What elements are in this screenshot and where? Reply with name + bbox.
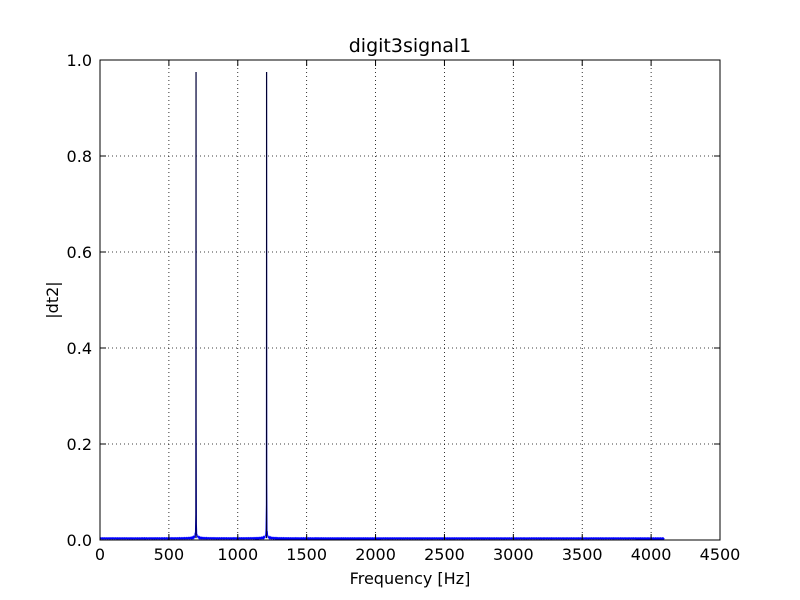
chart-title: digit3signal1 bbox=[349, 35, 472, 57]
x-tick-label: 0 bbox=[95, 545, 105, 564]
y-tick-label: 0.6 bbox=[67, 243, 92, 262]
grid-lines bbox=[100, 60, 720, 540]
series-layer bbox=[100, 71, 665, 540]
y-tick-label: 0.2 bbox=[67, 435, 92, 454]
x-tick-label: 1500 bbox=[286, 545, 327, 564]
y-tick-labels: 0.0 0.2 0.4 0.6 0.8 1.0 bbox=[67, 51, 92, 550]
x-tick-label: 4000 bbox=[631, 545, 672, 564]
x-tick-label: 1000 bbox=[217, 545, 258, 564]
x-tick-label: 500 bbox=[154, 545, 185, 564]
y-tick-label: 0.8 bbox=[67, 147, 92, 166]
x-tick-label: 2500 bbox=[424, 545, 465, 564]
x-axis-label: Frequency [Hz] bbox=[350, 569, 471, 588]
x-tick-labels: 0 500 1000 1500 2000 2500 3000 3500 4000 4500 bbox=[95, 545, 740, 564]
y-tick-label: 0.0 bbox=[67, 531, 92, 550]
x-tick-label: 4500 bbox=[700, 545, 741, 564]
y-axis-label: |dt2| bbox=[43, 281, 62, 318]
axis-ticks bbox=[99, 59, 721, 541]
y-tick-label: 0.4 bbox=[67, 339, 92, 358]
signal-line bbox=[100, 71, 665, 540]
x-tick-label: 3000 bbox=[493, 545, 534, 564]
x-tick-label: 3500 bbox=[562, 545, 603, 564]
x-tick-label: 2000 bbox=[355, 545, 396, 564]
y-tick-label: 1.0 bbox=[67, 51, 92, 70]
plot-frame bbox=[99, 59, 721, 541]
